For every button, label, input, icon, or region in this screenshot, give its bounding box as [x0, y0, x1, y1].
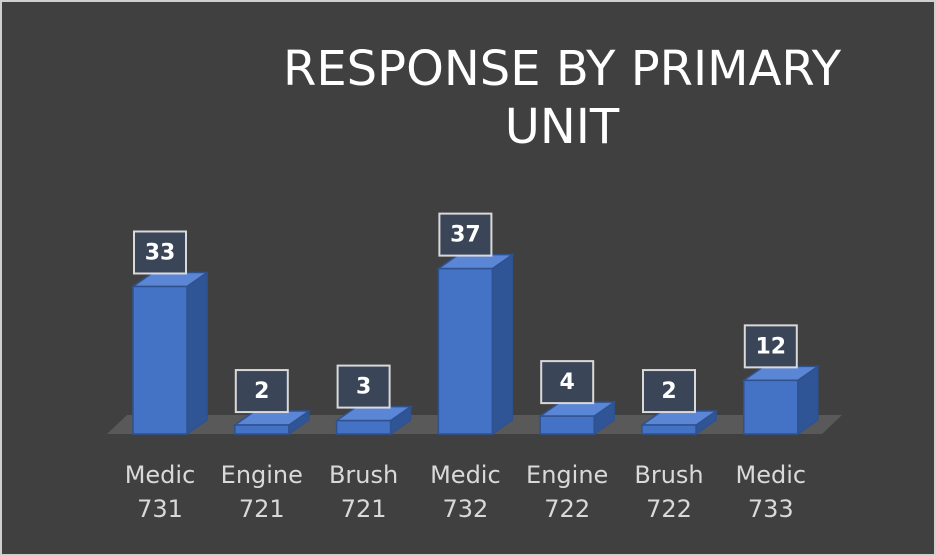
bar-front	[132, 285, 188, 435]
value-label: 33	[145, 240, 176, 265]
bar	[334, 405, 413, 436]
x-tick-label: Brush 721	[328, 461, 399, 523]
value-label-box	[336, 364, 391, 409]
bar-front	[743, 379, 799, 435]
bar-front	[437, 267, 494, 435]
bar-front	[335, 419, 392, 435]
chart-title: RESPONSE BY PRIMARY UNIT	[282, 41, 842, 155]
bar	[537, 400, 617, 436]
x-tick-label: Engine 721	[220, 461, 303, 523]
x-tick-label: Brush 722	[634, 461, 704, 523]
bar-front	[539, 415, 595, 435]
value-label: 2	[254, 379, 269, 404]
x-tick-label: Medic 731	[124, 461, 196, 523]
bar-front	[234, 424, 290, 435]
value-label-box	[133, 230, 187, 275]
value-label: 37	[450, 223, 481, 248]
value-label: 12	[755, 334, 786, 359]
x-tick-label: Engine 722	[526, 461, 609, 523]
bar	[741, 364, 821, 436]
bar	[639, 409, 719, 436]
value-label: 2	[661, 379, 676, 404]
bar-side	[186, 271, 208, 436]
value-label: 4	[560, 370, 575, 395]
value-label: 3	[356, 375, 371, 400]
value-label-box	[540, 360, 595, 405]
x-tick-label: Medic 732	[430, 461, 501, 523]
bar	[232, 409, 312, 436]
value-label-box	[438, 212, 493, 257]
value-label-box	[642, 369, 696, 414]
bar	[130, 271, 210, 436]
bar	[436, 253, 515, 436]
x-tick-label: Medic 733	[735, 461, 807, 523]
value-label-box	[743, 324, 798, 369]
bar-front	[641, 424, 697, 435]
bar-side	[491, 253, 514, 436]
value-label-box	[234, 369, 289, 414]
